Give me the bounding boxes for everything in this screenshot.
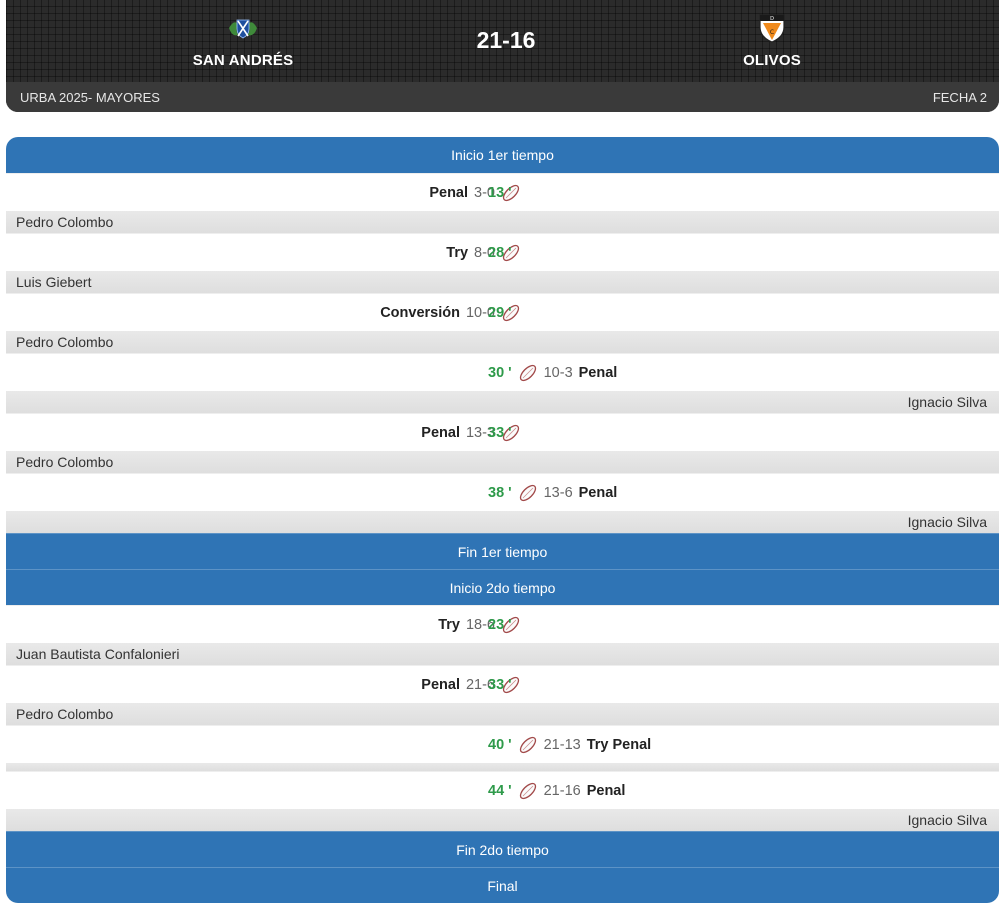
period-divider: Fin 1er tiempo: [6, 533, 999, 569]
event-player-name[interactable]: Juan Bautista Confalonieri: [6, 643, 999, 665]
event-minute: 29 ': [488, 305, 512, 321]
event-type: Penal: [429, 185, 469, 201]
event-minute: 30 ': [488, 365, 512, 381]
event-score: 18-6: [465, 617, 495, 633]
period-divider: Inicio 2do tiempo: [6, 569, 999, 605]
scoring-event-home[interactable]: Try 8-0 28 ': [6, 233, 999, 271]
scoring-event-home[interactable]: Try 18-6 23 ': [6, 605, 999, 643]
event-minute: 33 ': [488, 677, 512, 693]
event-minute: 40 ': [488, 737, 512, 753]
match-header: SAN ANDRÉS 21-16 D C OLIVOS URBA 2025- M…: [6, 0, 999, 112]
rugby-ball-icon: [518, 735, 538, 755]
olivos-crest-icon: D C: [672, 12, 872, 44]
event-score: 21-16: [543, 783, 581, 799]
event-type: Penal: [586, 783, 626, 799]
event-type: Try: [446, 245, 469, 261]
rugby-ball-icon: [501, 615, 521, 635]
event-player-name[interactable]: Pedro Colombo: [6, 211, 999, 233]
event-minute: 44 ': [488, 783, 512, 799]
rugby-ball-icon: [518, 483, 538, 503]
scoring-event-home[interactable]: Penal 13-3 33 ': [6, 413, 999, 451]
event-minute: 23 ': [488, 617, 512, 633]
event-minute: 28 ': [488, 245, 512, 261]
rugby-ball-icon: [501, 675, 521, 695]
event-score: 8-0: [474, 245, 495, 261]
event-score: 13-6: [543, 485, 573, 501]
home-team[interactable]: SAN ANDRÉS: [143, 12, 343, 69]
period-divider: Inicio 1er tiempo: [6, 137, 999, 173]
match-info-bar: URBA 2025- MAYORES FECHA 2: [6, 82, 999, 112]
home-team-name: SAN ANDRÉS: [192, 52, 294, 69]
event-score: 10-0: [465, 305, 495, 321]
event-type: Conversión: [380, 305, 460, 321]
away-team-name: OLIVOS: [743, 52, 801, 69]
competition-label: URBA 2025- MAYORES: [20, 89, 160, 105]
event-player-name[interactable]: Pedro Colombo: [6, 331, 999, 353]
event-score: 3-0: [474, 185, 495, 201]
rugby-ball-icon: [518, 363, 538, 383]
rugby-ball-icon: [501, 243, 521, 263]
event-type: Penal: [421, 425, 460, 441]
san-andres-crest-icon: [143, 12, 343, 44]
match-score: 21-16: [476, 27, 536, 53]
scoring-event-away[interactable]: 40 ' 21-13 Try Penal: [6, 725, 999, 763]
scoring-event-away[interactable]: 30 ' 10-3 Penal: [6, 353, 999, 391]
event-type: Penal: [421, 677, 460, 693]
event-player-name[interactable]: Ignacio Silva: [6, 809, 999, 831]
round-label: FECHA 2: [932, 89, 987, 105]
event-player-name[interactable]: Ignacio Silva: [6, 511, 999, 533]
scoring-event-away[interactable]: 44 ' 21-16 Penal: [6, 771, 999, 809]
event-minute: 38 ': [488, 485, 512, 501]
event-score: 13-3: [465, 425, 495, 441]
scoring-event-home[interactable]: Conversión 10-0 29 ': [6, 293, 999, 331]
event-score: 21-6: [465, 677, 495, 693]
scoring-event-away[interactable]: 38 ' 13-6 Penal: [6, 473, 999, 511]
match-timeline: Inicio 1er tiempo Penal 3-0 13 ' Pedro Colom…: [6, 137, 999, 903]
scoring-event-home[interactable]: Penal 21-6 33 ': [6, 665, 999, 703]
scoring-event-home[interactable]: Penal 3-0 13 ': [6, 173, 999, 211]
event-player-name[interactable]: Pedro Colombo: [6, 703, 999, 725]
svg-text:C: C: [770, 29, 774, 36]
rugby-ball-icon: [518, 781, 538, 801]
period-divider: Fin 2do tiempo: [6, 831, 999, 867]
event-score: 21-13: [543, 737, 581, 753]
event-minute: 13 ': [488, 185, 512, 201]
svg-text:D: D: [770, 16, 774, 22]
event-player-name[interactable]: Luis Giebert: [6, 271, 999, 293]
event-type: Penal: [578, 485, 618, 501]
event-type: Penal: [578, 365, 618, 381]
away-team[interactable]: D C OLIVOS: [672, 12, 872, 69]
rugby-ball-icon: [501, 183, 521, 203]
period-divider: Final: [6, 867, 999, 903]
event-player-name[interactable]: [6, 763, 999, 771]
event-score: 10-3: [543, 365, 573, 381]
rugby-ball-icon: [501, 303, 521, 323]
event-player-name[interactable]: Ignacio Silva: [6, 391, 999, 413]
event-minute: 33 ': [488, 425, 512, 441]
event-type: Try Penal: [586, 737, 652, 753]
rugby-ball-icon: [501, 423, 521, 443]
event-player-name[interactable]: Pedro Colombo: [6, 451, 999, 473]
event-type: Try: [438, 617, 460, 633]
